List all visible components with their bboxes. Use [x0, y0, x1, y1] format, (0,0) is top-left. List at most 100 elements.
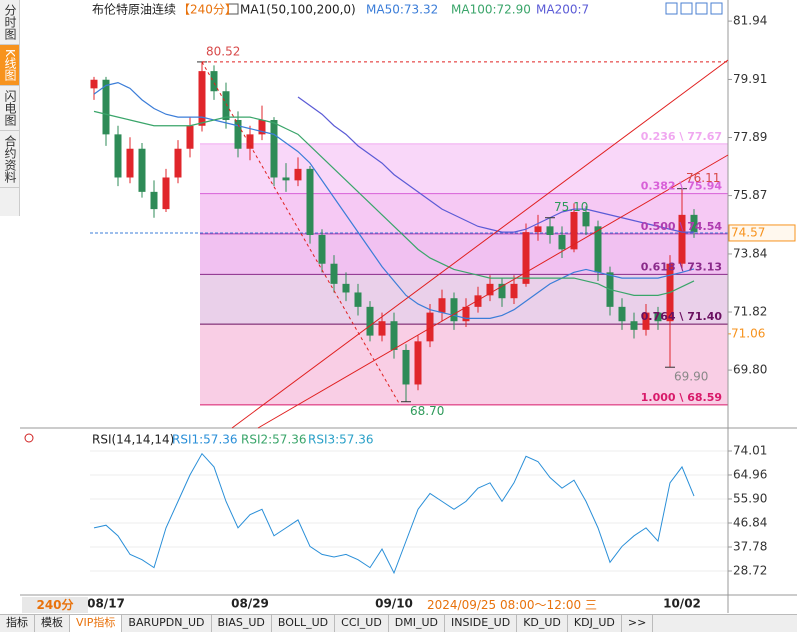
candle-body [354, 292, 362, 307]
candle-body [330, 263, 338, 284]
indicator-tab[interactable]: BIAS_UD [212, 615, 272, 632]
fib-band [200, 143, 728, 194]
indicator-tab[interactable]: KD_UD [517, 615, 568, 632]
candle-body [126, 148, 134, 178]
indicator-name: MA1(50,100,200,0) [240, 3, 356, 17]
annotation-label: 76.11 [686, 171, 720, 185]
indicator-tab[interactable]: INSIDE_UD [445, 615, 518, 632]
fib-label: 0.382 \ 75.94 [641, 180, 723, 193]
annotation-label: 69.90 [674, 370, 708, 384]
crosshair-time: 2024/09/25 08:00～12:00 三 [427, 598, 597, 612]
indicator-tab[interactable]: BOLL_UD [272, 615, 336, 632]
candle-body [150, 191, 158, 210]
candle-body [198, 71, 206, 126]
indicator-tab[interactable]: 模板 [35, 615, 70, 632]
candle-body [630, 321, 638, 330]
line-series [93, 81, 695, 319]
annotation-label: 68.70 [410, 404, 444, 418]
chart-icon [227, 3, 239, 15]
fib-band [200, 233, 728, 275]
candle-body [654, 312, 662, 322]
candle-body [678, 214, 686, 264]
y-tick-label: 73.84 [733, 246, 767, 260]
x-tick-label: 09/10 [375, 597, 413, 611]
channel-line [257, 154, 729, 429]
icon-button[interactable] [680, 2, 693, 15]
rsi-icon[interactable] [24, 433, 34, 443]
fib-band [200, 324, 728, 405]
legend-entry: RSI2:57.36 [241, 433, 307, 447]
fib-label: 0.618 \ 73.13 [641, 260, 722, 273]
y-tick-label: 28.72 [733, 564, 767, 578]
icon-button[interactable] [695, 2, 708, 15]
y-tick-label: 46.84 [733, 515, 767, 529]
legend-entry: MA200:7 [536, 3, 589, 17]
fib-label: 1.000 \ 68.59 [641, 391, 722, 404]
x-tick-label: 08/17 [87, 597, 125, 611]
candle-body [114, 134, 122, 178]
indicator-tab[interactable]: DMI_UD [389, 615, 446, 632]
candle-body [426, 312, 434, 342]
candle-body [546, 226, 554, 235]
candle-body [138, 148, 146, 192]
y-tick-label: 81.94 [733, 14, 767, 28]
candle-body [534, 226, 542, 233]
candle-body [270, 119, 278, 178]
icon-button[interactable] [665, 2, 678, 15]
candle-body [162, 177, 170, 210]
y-tick-label: 55.90 [733, 491, 767, 505]
candle-body [234, 119, 242, 149]
line-series [93, 452, 695, 575]
y-tick-label: 69.80 [733, 363, 767, 377]
side-tabs: 分时图 K线图 闪电图 合约资料 [0, 0, 20, 216]
candle-body [246, 134, 254, 149]
candle-body [90, 79, 98, 89]
candle-body [378, 321, 386, 336]
candle-body [570, 211, 578, 250]
candle-body [582, 211, 590, 227]
candle-body [558, 234, 566, 250]
side-tab[interactable]: 分时图 [0, 0, 19, 45]
legend-entry: RSI1:57.36 [172, 433, 238, 447]
candle-body [186, 125, 194, 149]
line-series [297, 96, 694, 233]
candle-body [102, 79, 110, 135]
side-tab[interactable]: 合约资料 [0, 131, 19, 188]
candle-body [462, 306, 470, 322]
annotation-label: 80.52 [206, 44, 240, 58]
indicator-tab[interactable]: VIP指标 [70, 615, 123, 632]
candle-body [510, 283, 518, 299]
candle-body [258, 119, 266, 135]
side-tab[interactable]: K线图 [0, 45, 19, 86]
candle-body [318, 234, 326, 264]
indicator-tab[interactable]: KDJ_UD [568, 615, 622, 632]
period-button[interactable]: 240分 [22, 597, 88, 613]
fib-label: 0.236 \ 77.67 [641, 130, 722, 143]
candle-body [474, 295, 482, 307]
price-tag: 74.57 [731, 225, 765, 239]
candle-body [222, 91, 230, 120]
candle-body [342, 283, 350, 293]
y-tick-label: 64.96 [733, 467, 767, 481]
price-tag: 71.06 [731, 326, 765, 340]
indicator-tab[interactable]: BARUPDN_UD [122, 615, 212, 632]
icon-button[interactable] [710, 2, 723, 15]
candle-body [174, 148, 182, 178]
candle-body [282, 177, 290, 181]
channel-line [231, 59, 729, 429]
indicator-tab[interactable]: 指标 [0, 615, 35, 632]
candle-body [450, 298, 458, 322]
candle-body [366, 306, 374, 336]
indicator-tab[interactable]: >> [622, 615, 654, 632]
side-tab[interactable]: 闪电图 [0, 86, 19, 131]
candle-body [306, 168, 314, 235]
candle-body [402, 349, 410, 385]
candle-body [486, 283, 494, 296]
price-tag-box [728, 224, 796, 242]
candle-body [498, 283, 506, 299]
candle-body [414, 341, 422, 385]
indicator-tab[interactable]: CCI_UD [335, 615, 389, 632]
y-tick-label: 37.78 [733, 539, 767, 553]
